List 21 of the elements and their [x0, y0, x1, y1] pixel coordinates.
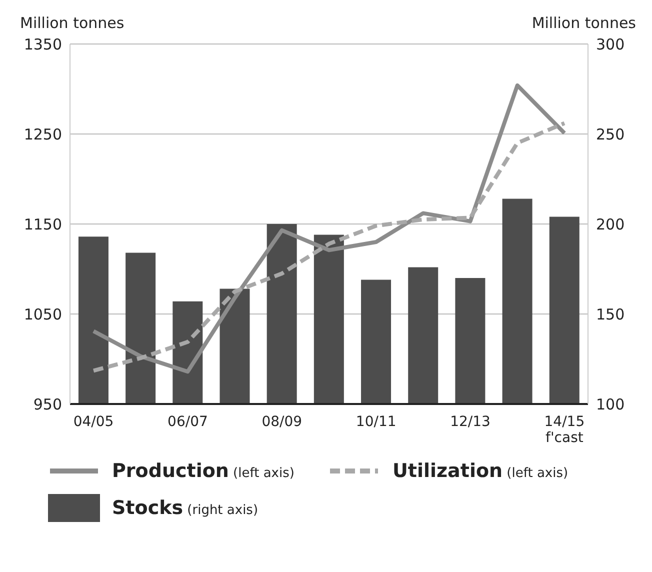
y2-tick-label: 250 — [596, 125, 625, 144]
y-tick-label: 1250 — [24, 125, 62, 144]
y-tick-label: 1350 — [24, 35, 62, 54]
y2-tick-label: 100 — [596, 395, 625, 414]
y-axis-title: Million tonnes — [20, 14, 124, 32]
y-tick-label: 1150 — [24, 215, 62, 234]
x-tick-label: 14/15 f'cast — [544, 414, 585, 446]
y-tick-label: 950 — [33, 395, 62, 414]
y2-tick-label: 150 — [596, 305, 625, 324]
legend-label: Stocks (right axis) — [112, 497, 258, 519]
y-tick-label: 1050 — [24, 305, 62, 324]
x-tick-label: 06/07 — [168, 414, 208, 430]
x-tick-label: 10/11 — [356, 414, 396, 430]
x-tick-label: 12/13 — [450, 414, 490, 430]
legend-label: Production (left axis) — [112, 460, 294, 482]
x-tick-label: 08/09 — [262, 414, 302, 430]
y2-tick-label: 300 — [596, 35, 625, 54]
y2-axis-title: Million tonnes — [532, 14, 636, 32]
y2-tick-label: 200 — [596, 215, 625, 234]
x-tick-label: 04/05 — [73, 414, 114, 430]
legend-label: Utilization (left axis) — [392, 460, 568, 482]
